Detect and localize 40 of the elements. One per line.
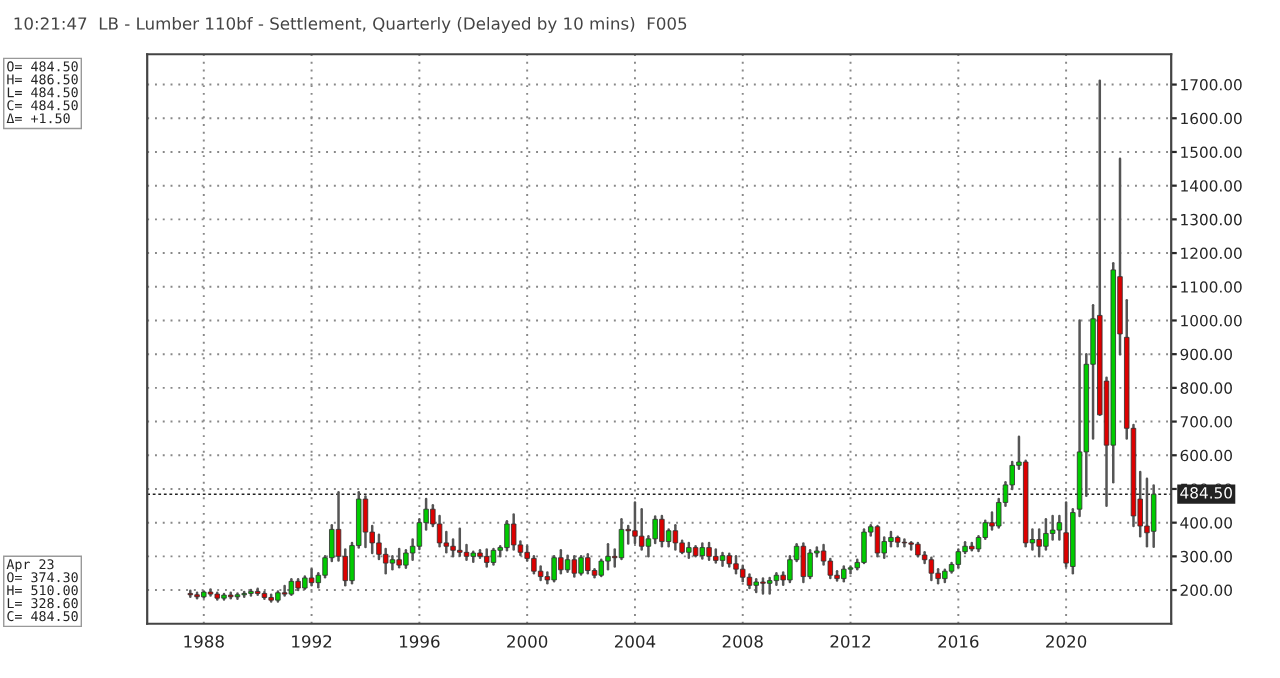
candlestick (389, 555, 396, 571)
candlestick (861, 528, 867, 565)
candlestick (510, 513, 517, 551)
candlestick (1063, 501, 1069, 568)
candlestick (585, 553, 591, 575)
x-tick-label: 2020 (1046, 635, 1087, 648)
candlestick (308, 567, 315, 587)
x-tick-label: 1992 (292, 635, 332, 648)
candlestick (638, 507, 645, 551)
candlestick (800, 542, 807, 584)
chart-title: 10:21:47 LB - Lumber 110bf - Settlement, Quarterly (Delayed by 10 mins) F005 (14, 16, 687, 34)
candlestick (396, 547, 402, 569)
candlestick (362, 495, 369, 549)
x-tick-label: 2008 (722, 635, 763, 648)
candlestick (1043, 518, 1049, 551)
x-tick-label: 2016 (938, 635, 979, 648)
candlestick (632, 501, 638, 545)
candlestick (807, 549, 813, 580)
candlestick (659, 514, 665, 548)
candlestick (928, 556, 935, 582)
x-tick-label: 2000 (507, 635, 548, 648)
x-tick-label: 1988 (184, 635, 224, 648)
x-tick-label: 2004 (614, 635, 656, 648)
candlestick (1036, 528, 1042, 558)
candlestick (578, 555, 584, 576)
candlestick (605, 542, 611, 571)
candlestick (504, 520, 510, 552)
x-tick-label: 2012 (830, 635, 871, 648)
candlestick (571, 555, 578, 578)
candlestick (558, 549, 564, 575)
candlestick (1150, 484, 1157, 548)
candlestick (457, 527, 463, 557)
candlestick (766, 576, 773, 595)
candlestick (551, 555, 557, 583)
candlestick (618, 518, 625, 561)
x-tick-label: 1996 (399, 635, 440, 648)
candlestick (1144, 477, 1150, 548)
candlestick (672, 524, 679, 551)
candlestick (281, 584, 288, 597)
candlestick (874, 524, 881, 558)
